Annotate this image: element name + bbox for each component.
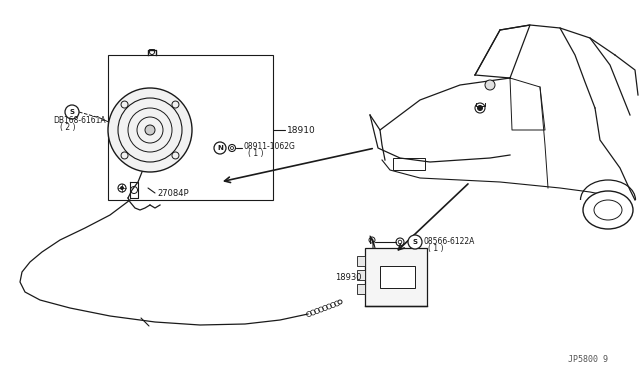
Bar xyxy=(357,270,365,280)
Text: S: S xyxy=(413,239,417,245)
Bar xyxy=(357,256,365,266)
Text: ( 2 ): ( 2 ) xyxy=(60,122,76,131)
Circle shape xyxy=(145,125,155,135)
Circle shape xyxy=(477,106,483,110)
Text: N: N xyxy=(217,145,223,151)
Text: ( 1 ): ( 1 ) xyxy=(248,148,264,157)
Circle shape xyxy=(485,80,495,90)
Bar xyxy=(365,248,427,306)
Ellipse shape xyxy=(583,191,633,229)
Text: ( 1 ): ( 1 ) xyxy=(428,244,444,253)
Bar xyxy=(108,55,273,200)
Text: 27084P: 27084P xyxy=(157,189,189,198)
Text: S: S xyxy=(70,109,74,115)
Circle shape xyxy=(214,142,226,154)
Text: 08566-6122A: 08566-6122A xyxy=(424,237,476,246)
Ellipse shape xyxy=(594,200,622,220)
Bar xyxy=(393,158,425,170)
Text: 18910: 18910 xyxy=(287,125,316,135)
Text: DB168-6161A: DB168-6161A xyxy=(53,115,106,125)
Circle shape xyxy=(65,105,79,119)
Bar xyxy=(380,266,415,288)
Bar xyxy=(357,284,365,294)
Circle shape xyxy=(120,186,124,189)
Text: 08911-1062G: 08911-1062G xyxy=(244,141,296,151)
Circle shape xyxy=(338,300,342,304)
Text: JP5800 9: JP5800 9 xyxy=(568,356,608,365)
Circle shape xyxy=(408,235,422,249)
Circle shape xyxy=(108,88,192,172)
Text: 18930: 18930 xyxy=(335,273,362,282)
